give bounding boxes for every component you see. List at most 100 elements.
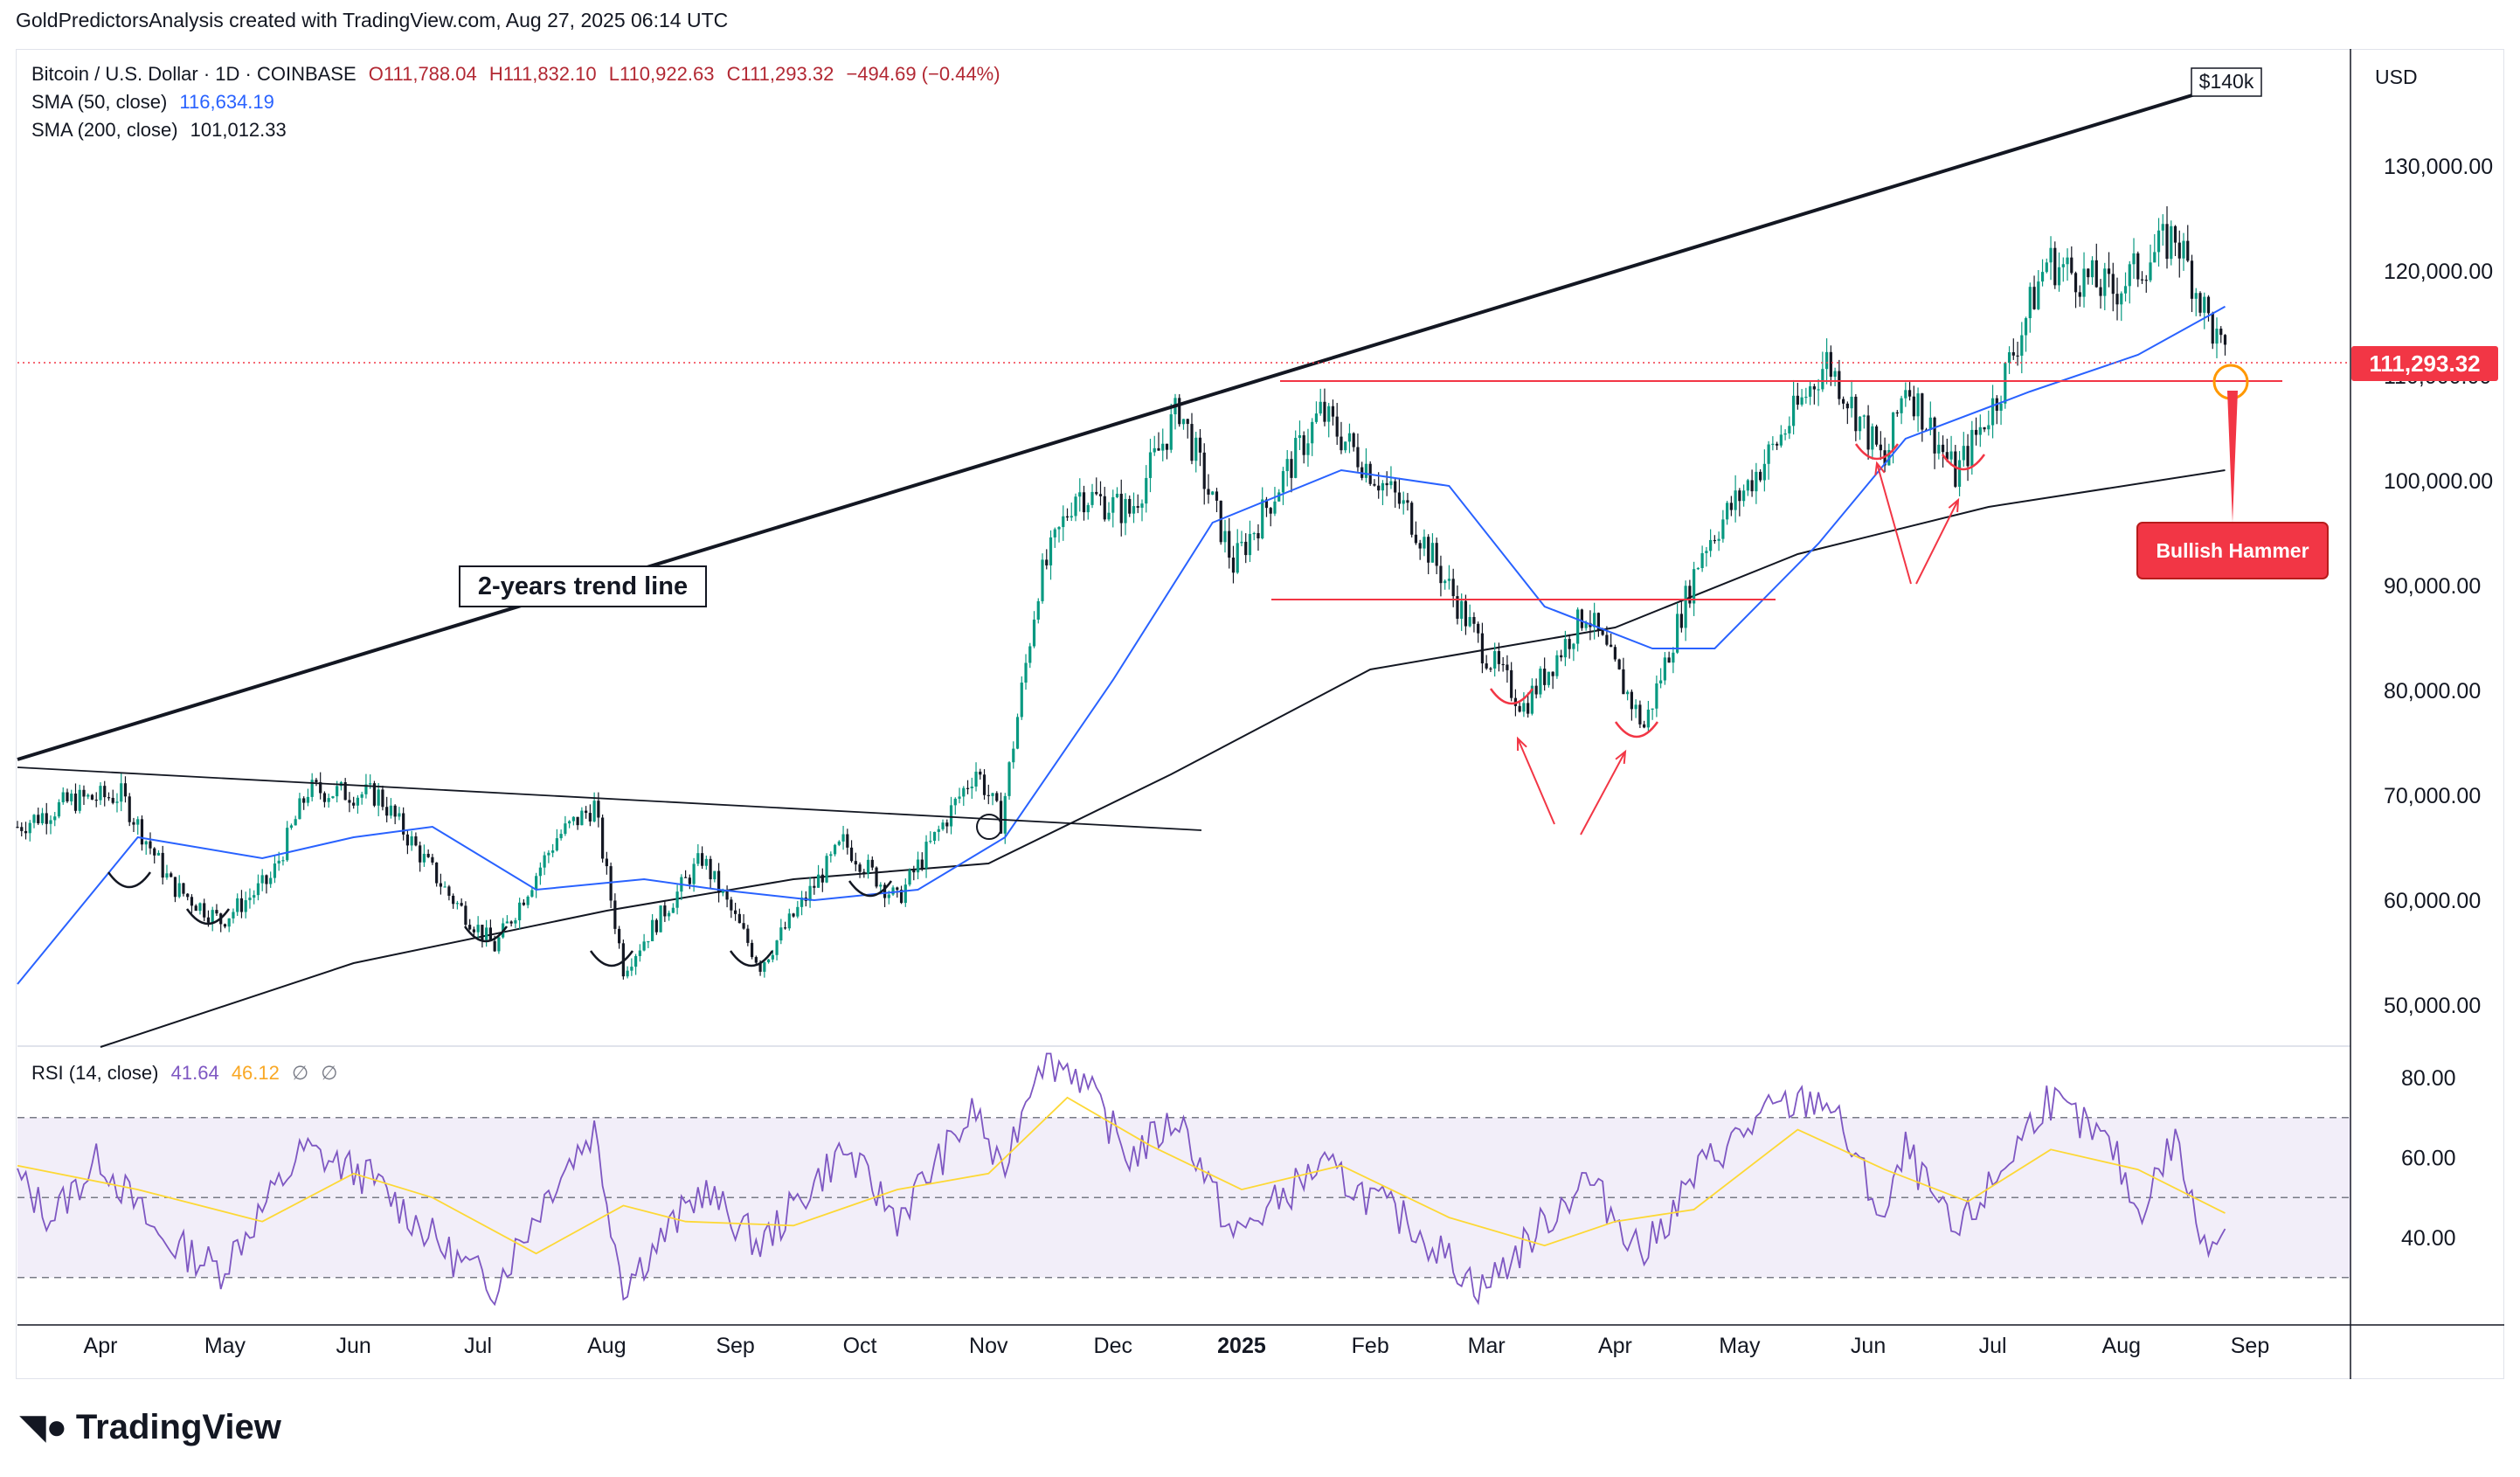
rsi-layer <box>17 1052 2350 1307</box>
candle-body <box>929 840 932 843</box>
candle-body <box>1497 651 1501 664</box>
ohlc-low: L110,922.63 <box>608 63 715 85</box>
trend-line-label: 2-years trend line <box>478 572 688 600</box>
candle-body <box>182 883 185 894</box>
candle-body <box>659 905 662 933</box>
grid-layer <box>17 49 2504 1379</box>
candle-body <box>779 927 783 941</box>
price-tick-label: 120,000.00 <box>2384 260 2493 284</box>
candle-body <box>1676 614 1679 653</box>
candle-body <box>1397 492 1402 504</box>
candle-body <box>2011 352 2015 356</box>
candle-body <box>1937 444 1941 454</box>
candle-body <box>1804 396 1808 399</box>
candle-body <box>1990 398 1995 426</box>
candle-body <box>1178 398 1181 425</box>
candle-body <box>2090 260 2094 278</box>
candle-body <box>260 875 264 884</box>
candle-body <box>1738 490 1741 502</box>
candle-body <box>1036 600 1040 620</box>
candle-body <box>1560 655 1563 658</box>
currency-label[interactable]: USD <box>2375 66 2418 88</box>
legend-sma200-row[interactable]: SMA (200, close) 101,012.33 <box>31 119 294 142</box>
candle-body <box>389 805 393 816</box>
candle-body <box>1290 459 1293 478</box>
candle-body <box>638 950 641 956</box>
candle-body <box>1132 506 1136 514</box>
candle-body <box>588 813 592 822</box>
candle-body <box>758 962 762 972</box>
candle-body <box>846 834 849 848</box>
candle-body <box>571 816 575 822</box>
candle-body <box>1231 558 1236 573</box>
time-tick-label: Apr <box>1598 1334 1632 1358</box>
candle-body <box>331 796 335 799</box>
candle-body <box>377 789 380 806</box>
candle-body <box>1812 386 1816 390</box>
time-tick-label: Jul <box>464 1334 492 1358</box>
candle-body <box>1709 539 1713 551</box>
candle-body <box>1746 480 1749 491</box>
candle-body <box>1211 491 1215 495</box>
candle-body <box>713 870 717 880</box>
legend-sma50-row[interactable]: SMA (50, close) 116,634.19 <box>31 91 281 114</box>
candle-body <box>28 822 31 834</box>
rsi-tick-label: 60.00 <box>2401 1147 2456 1171</box>
candle-body <box>953 798 957 806</box>
candle-body <box>1430 543 1435 563</box>
candle-body <box>1124 498 1127 524</box>
candle-body <box>128 796 131 822</box>
legend-rsi-row[interactable]: RSI (14, close) 41.64 46.12 ∅ ∅ <box>31 1062 344 1085</box>
price-tick-label: 80,000.00 <box>2384 679 2481 704</box>
candle-body <box>1593 613 1596 628</box>
candle-body <box>2165 224 2169 260</box>
sma200-value: 101,012.33 <box>190 119 287 141</box>
candle-body <box>1900 398 1903 413</box>
candle-body <box>704 858 708 866</box>
candle-body <box>1086 504 1090 513</box>
price-tick-label: 70,000.00 <box>2384 784 2481 808</box>
candle-body <box>1252 533 1256 535</box>
candle-body <box>2070 257 2073 274</box>
cup-pattern-arc <box>589 950 634 967</box>
candle-body <box>460 903 463 906</box>
candle-body <box>1713 539 1716 542</box>
bullish-hammer-label: Bullish Hammer <box>2156 539 2309 562</box>
candle-body <box>57 801 61 817</box>
candle-body <box>1198 437 1202 453</box>
candle-body <box>875 867 878 887</box>
candle-body <box>962 787 966 797</box>
candle-body <box>2182 240 2185 259</box>
candle-body <box>733 910 737 914</box>
candle-body <box>1788 426 1791 433</box>
ohlc-open: O111,788.04 <box>368 63 477 85</box>
candle-body <box>265 875 268 884</box>
candle-body <box>634 955 638 967</box>
candle-body <box>837 841 841 845</box>
candle-body <box>2078 292 2081 297</box>
candle-body <box>315 780 318 782</box>
tradingview-logo[interactable]: ◥● TradingView <box>19 1407 281 1447</box>
candle-body <box>405 834 410 846</box>
candle-body <box>1269 508 1272 514</box>
candle-body <box>763 962 766 972</box>
candle-body <box>1659 680 1663 683</box>
time-tick-label: May <box>1719 1334 1761 1358</box>
candle-body <box>1115 493 1119 497</box>
candle-body <box>688 877 691 884</box>
candle-body <box>2211 313 2214 344</box>
candle-body <box>1435 543 1438 566</box>
candle-body <box>336 786 339 797</box>
candle-body <box>82 789 86 797</box>
candle-body <box>385 807 389 816</box>
candle-body <box>1572 643 1575 649</box>
candle-body <box>1796 395 1799 405</box>
candle-body <box>1145 477 1148 504</box>
candle-body <box>2016 355 2019 357</box>
candle-body <box>1082 492 1086 513</box>
candle-body <box>1202 452 1206 489</box>
symbol-name[interactable]: Bitcoin / U.S. Dollar · 1D · COINBASE <box>31 63 357 85</box>
candle-body <box>144 841 148 845</box>
candle-body <box>1966 446 1970 467</box>
